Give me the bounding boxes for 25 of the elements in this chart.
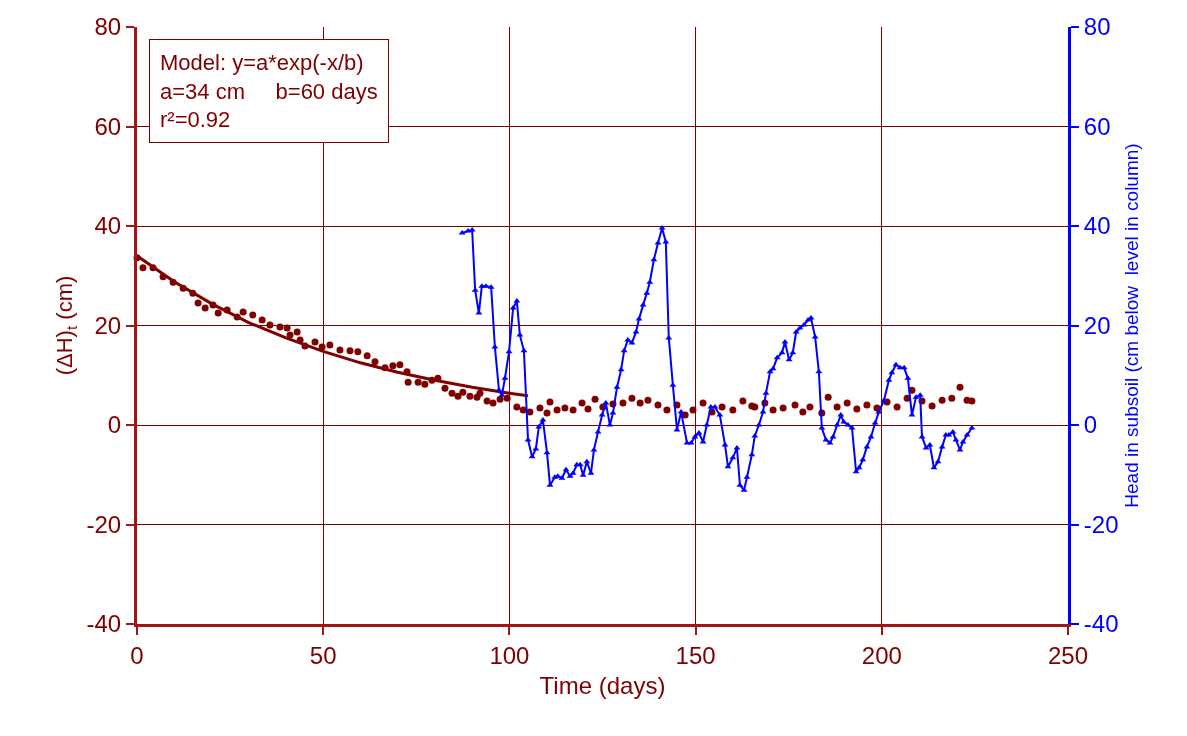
annotation: r²=0.92: [160, 107, 231, 133]
y-tick-label: -20: [86, 510, 122, 538]
y-tick-label: 0: [107, 411, 122, 439]
y2-tick-label: -20: [1083, 510, 1119, 538]
y-tick-label: -40: [86, 610, 122, 638]
x-tick-label: 0: [130, 641, 144, 669]
annotation: Model: y=a*exp(-x/b): [160, 50, 364, 75]
y2-tick-label: 40: [1083, 212, 1111, 240]
y2-tick-label: 80: [1083, 13, 1111, 41]
x-tick-label: 50: [309, 641, 337, 669]
y2-tick-label: 60: [1083, 112, 1111, 140]
y2-axis-title: Head in subsoil (cm below level in column): [1121, 143, 1143, 508]
y-tick-label: 20: [94, 311, 122, 339]
y-tick-label: 40: [94, 212, 122, 240]
y-tick-label: 60: [94, 112, 122, 140]
y2-tick-label: 20: [1083, 311, 1111, 339]
x-tick-label: 150: [675, 641, 716, 669]
y-tick-label: 80: [94, 13, 122, 41]
annotation: a=34 cm b=60 days: [160, 78, 378, 104]
y2-tick-label: -40: [1083, 610, 1119, 638]
x-axis-title: Time (days): [539, 672, 666, 700]
x-tick-label: 100: [489, 641, 530, 669]
y2-tick-label: 0: [1083, 411, 1098, 439]
x-tick-label: 200: [861, 641, 902, 669]
x-tick-label: 250: [1047, 641, 1089, 669]
